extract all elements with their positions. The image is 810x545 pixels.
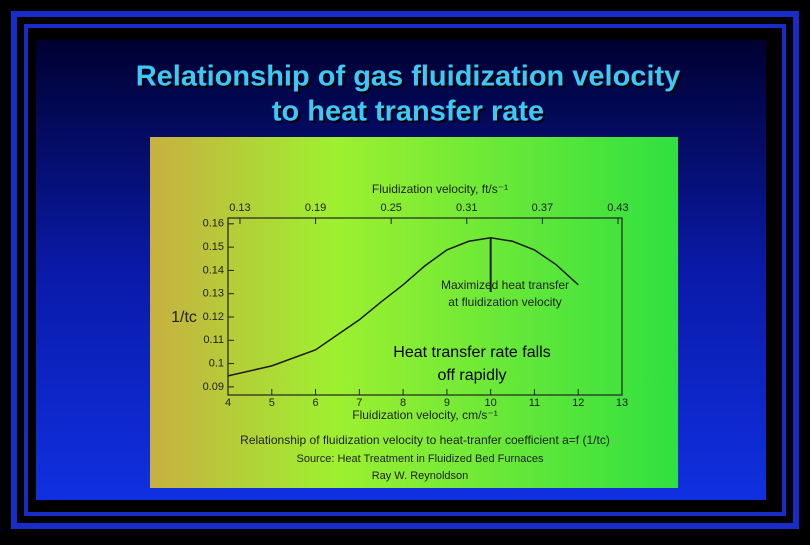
callout: Heat transfer rate falls (393, 344, 550, 361)
annotation: at fluidization velocity (448, 295, 561, 309)
y-tick-label: 0.09 (203, 381, 224, 393)
y-tick-label: 0.1 (209, 357, 224, 369)
y-tick-label: 0.15 (203, 241, 224, 253)
x-tick-label: 12 (572, 397, 584, 409)
callout: off rapidly (437, 367, 506, 384)
plot-frame (227, 217, 623, 396)
x-tick-label: 11 (529, 397, 540, 409)
y-tick-label: 0.11 (203, 334, 224, 346)
x-tick-label: 10 (485, 397, 497, 409)
annotation: Maximized heat transfer (441, 278, 569, 292)
y-tick-label: 0.16 (203, 218, 224, 230)
caption: Ray W. Reynoldson (372, 470, 469, 482)
x-tick-label: 8 (400, 397, 406, 409)
caption: Source: Heat Treatment in Fluidized Bed … (296, 453, 544, 465)
top-tick-label: 0.13 (229, 202, 250, 214)
x-tick-label: 5 (269, 397, 275, 409)
y-tick-label: 0.12 (203, 311, 224, 323)
x-tick-label: 13 (616, 397, 628, 409)
slide-title: to heat transfer rate (272, 96, 544, 128)
title-shadow: Relationship of gas fluidization velocit… (138, 63, 683, 95)
top-tick-label: 0.37 (532, 202, 553, 214)
top-tick-label: 0.25 (380, 202, 401, 214)
x-axis-label: Fluidization velocity, cm/s⁻¹ (352, 408, 497, 422)
top-tick-label: 0.31 (456, 202, 477, 214)
slide-title: Relationship of gas fluidization velocit… (136, 61, 681, 93)
line-series (227, 237, 579, 377)
chart-image (150, 137, 678, 488)
x-tick-label: 4 (225, 397, 231, 409)
top-tick-label: 0.43 (607, 202, 628, 214)
y-axis-label: 1/tc (171, 309, 197, 326)
y-tick-label: 0.13 (203, 288, 224, 300)
top-tick-label: 0.19 (305, 202, 326, 214)
y-tick-label: 0.14 (203, 264, 224, 276)
title-shadow: to heat transfer rate (274, 98, 546, 130)
x-tick-label: 6 (312, 397, 318, 409)
x-tick-label: 7 (356, 397, 362, 409)
x-tick-label: 9 (444, 397, 450, 409)
caption: Relationship of fluidization velocity to… (240, 433, 610, 447)
top-axis-label: Fluidization velocity, ft/s⁻¹ (372, 182, 508, 196)
